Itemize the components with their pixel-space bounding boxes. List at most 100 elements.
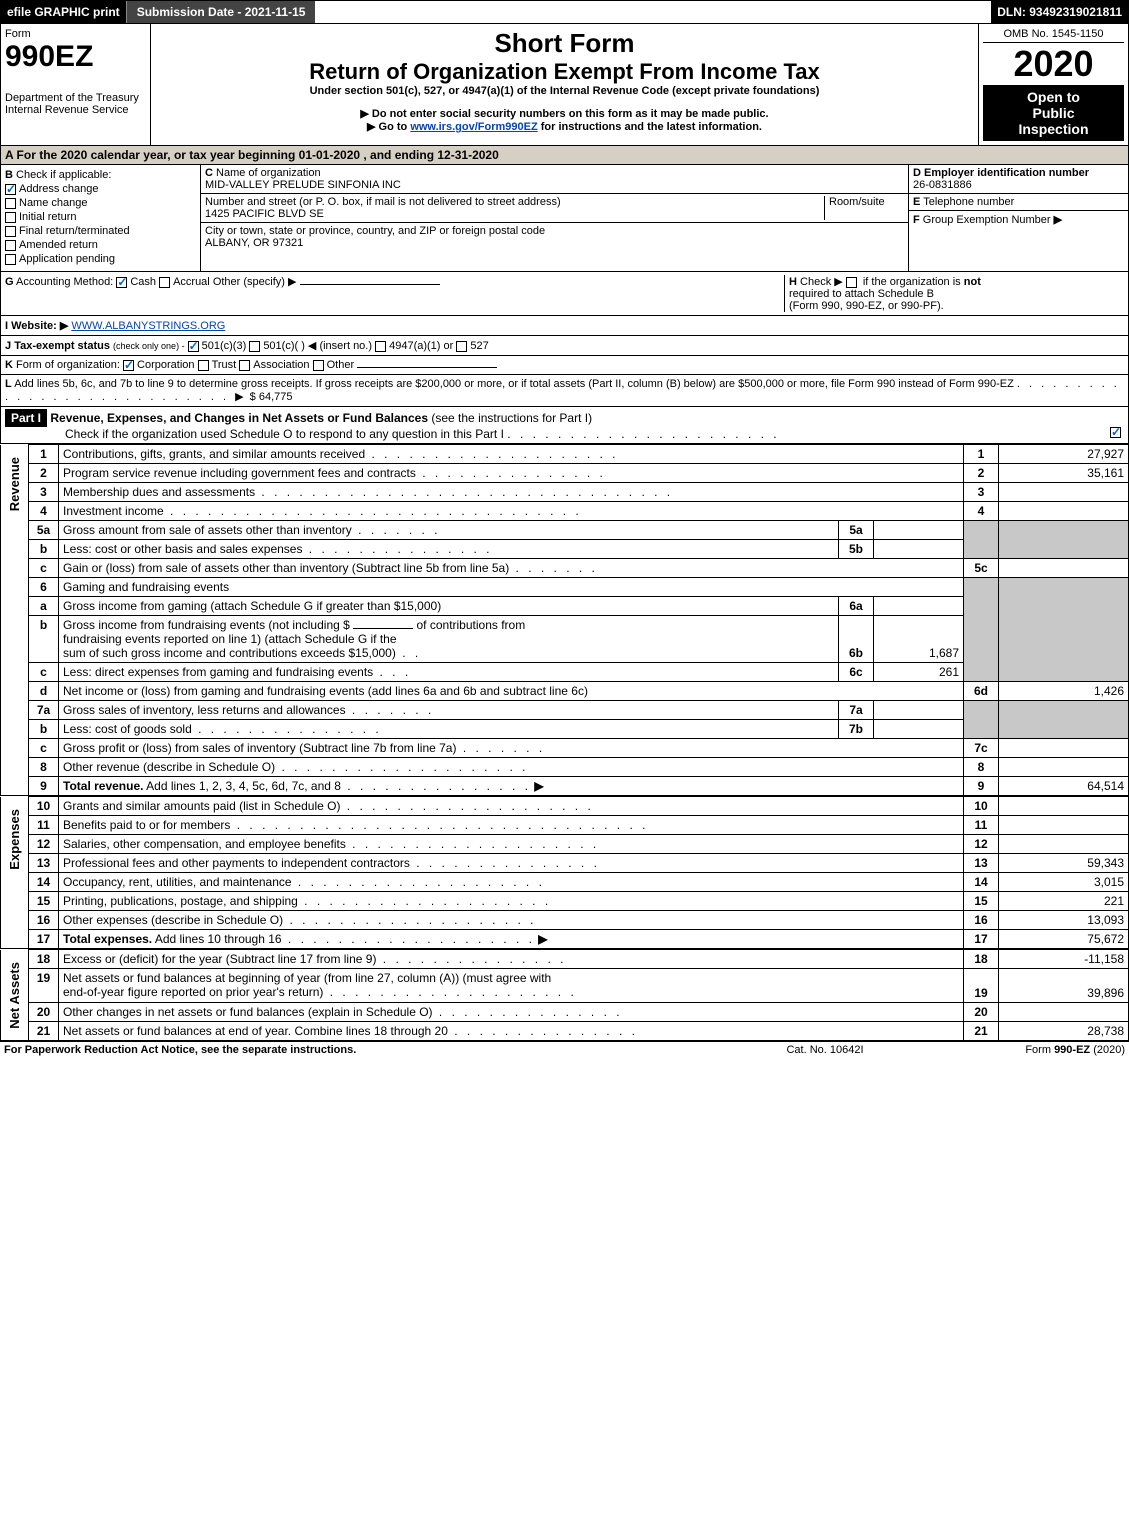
line6c-sub: 6c — [839, 663, 874, 682]
checkbox-501c[interactable] — [249, 341, 260, 352]
line17-dots: . . . . . . . . . . . . . . . . . . . . — [282, 932, 535, 946]
checkbox-amended[interactable] — [5, 240, 16, 251]
note-goto: ▶ Go to www.irs.gov/Form990EZ for instru… — [159, 120, 970, 133]
line9-col: 9 — [964, 777, 999, 796]
subtitle: Under section 501(c), 527, or 4947(a)(1)… — [159, 85, 970, 97]
line12-dots: . . . . . . . . . . . . . . . . . . . . — [346, 837, 599, 851]
checkbox-501c3[interactable] — [188, 341, 199, 352]
inspection-box: Open to Public Inspection — [983, 85, 1124, 141]
check-if-applicable: Check if applicable: — [16, 169, 111, 181]
ein: 26-0831886 — [913, 179, 972, 191]
checkbox-address-change[interactable] — [5, 184, 16, 195]
part1-check-note: Check if the organization used Schedule … — [65, 427, 504, 441]
checkbox-cash[interactable] — [116, 277, 127, 288]
opt-527: 527 — [470, 340, 488, 352]
line6a-subval — [874, 597, 964, 616]
row-i: I Website: ▶ WWW.ALBANYSTRINGS.ORG — [0, 316, 1129, 336]
line8-num: 8 — [29, 758, 59, 777]
line7a-desc: Gross sales of inventory, less returns a… — [59, 701, 839, 720]
header-left: Form 990EZ Department of the Treasury In… — [1, 24, 151, 145]
line18-col: 18 — [964, 950, 999, 969]
accrual-label: Accrual — [173, 276, 210, 288]
checkbox-name-change[interactable] — [5, 198, 16, 209]
row-k: K Form of organization: Corporation Trus… — [0, 356, 1129, 375]
netassets-vertical-label: Net Assets — [5, 952, 24, 1039]
section-f-label: F — [913, 214, 920, 226]
acct-method-label: Accounting Method: — [16, 276, 113, 288]
revenue-vertical-label: Revenue — [5, 447, 24, 521]
checkbox-trust[interactable] — [198, 360, 209, 371]
line5c-desc: Gain or (loss) from sale of assets other… — [59, 559, 964, 578]
line8-val — [999, 758, 1129, 777]
line5c-num: c — [29, 559, 59, 578]
checkbox-corporation[interactable] — [123, 360, 134, 371]
section-b: B Check if applicable: Address change Na… — [1, 165, 201, 271]
line21-dots: . . . . . . . . . . . . . . . — [448, 1024, 638, 1038]
checkbox-other-org[interactable] — [313, 360, 324, 371]
checkbox-association[interactable] — [239, 360, 250, 371]
checkbox-initial-return[interactable] — [5, 212, 16, 223]
line7c-val — [999, 739, 1129, 758]
line17-arrow-icon: ▶ — [538, 932, 547, 946]
line20-num: 20 — [29, 1002, 59, 1021]
line16-text: Other expenses (describe in Schedule O) — [63, 913, 283, 927]
line18-desc: Excess or (deficit) for the year (Subtra… — [59, 950, 964, 969]
line13-num: 13 — [29, 854, 59, 873]
line7a-subval — [874, 701, 964, 720]
inspection-line1: Open to — [987, 89, 1120, 105]
irs-link[interactable]: www.irs.gov/Form990EZ — [410, 121, 537, 133]
line11-text: Benefits paid to or for members — [63, 818, 230, 832]
section-g: G Accounting Method: Cash Accrual Other … — [5, 275, 784, 312]
app-pending-label: Application pending — [19, 253, 115, 265]
checkbox-schedule-b-not-req[interactable] — [846, 277, 857, 288]
line6b-text1: Gross income from fundraising events (no… — [63, 618, 350, 632]
line7b-desc: Less: cost of goods sold . . . . . . . .… — [59, 720, 839, 739]
line6c-desc: Less: direct expenses from gaming and fu… — [59, 663, 839, 682]
line8-text: Other revenue (describe in Schedule O) — [63, 760, 275, 774]
dln: DLN: 93492319021811 — [991, 1, 1128, 23]
line9-bold: Total revenue. — [63, 779, 143, 793]
checkbox-final-return[interactable] — [5, 226, 16, 237]
line21-text: Net assets or fund balances at end of ye… — [63, 1024, 448, 1038]
expenses-table: Expenses 10 Grants and similar amounts p… — [0, 796, 1129, 949]
line15-num: 15 — [29, 892, 59, 911]
line6-num: 6 — [29, 578, 59, 597]
checkbox-4947[interactable] — [375, 341, 386, 352]
footer-row: For Paperwork Reduction Act Notice, see … — [0, 1041, 1129, 1058]
grp-arrow: ▶ — [1054, 214, 1062, 226]
line7b-subval — [874, 720, 964, 739]
line21-col: 21 — [964, 1021, 999, 1040]
line1-desc: Contributions, gifts, grants, and simila… — [59, 445, 964, 464]
checkbox-app-pending[interactable] — [5, 254, 16, 265]
inspection-line3: Inspection — [987, 121, 1120, 137]
row-g-h: G Accounting Method: Cash Accrual Other … — [0, 272, 1129, 316]
line20-text: Other changes in net assets or fund bala… — [63, 1005, 433, 1019]
l-amount: $ 64,775 — [250, 391, 293, 403]
checkbox-527[interactable] — [456, 341, 467, 352]
line21-num: 21 — [29, 1021, 59, 1040]
line11-col: 11 — [964, 816, 999, 835]
form-header: Form 990EZ Department of the Treasury In… — [0, 24, 1129, 146]
line7b-dots: . . . . . . . . . . . . . . . — [192, 722, 382, 736]
addr-label: Number and street (or P. O. box, if mail… — [205, 196, 561, 208]
checkbox-accrual[interactable] — [159, 277, 170, 288]
section-e-label: E — [913, 196, 920, 208]
footer-mid: Cat. No. 10642I — [725, 1044, 925, 1056]
line14-val: 3,015 — [999, 873, 1129, 892]
efile-print-label[interactable]: efile GRAPHIC print — [1, 1, 126, 23]
line12-val — [999, 835, 1129, 854]
footer-form: 990-EZ — [1054, 1044, 1090, 1056]
line13-val: 59,343 — [999, 854, 1129, 873]
checkbox-schedule-o[interactable] — [1110, 427, 1121, 438]
line7-shaded-col — [964, 701, 999, 739]
section-h: H Check ▶ if the organization is not req… — [784, 275, 1124, 312]
line1-val: 27,927 — [999, 445, 1129, 464]
line6-shaded-val — [999, 578, 1129, 682]
line15-val: 221 — [999, 892, 1129, 911]
line5b-text: Less: cost or other basis and sales expe… — [63, 542, 302, 556]
netassets-table: Net Assets 18 Excess or (deficit) for th… — [0, 949, 1129, 1041]
line9-num: 9 — [29, 777, 59, 796]
line4-num: 4 — [29, 502, 59, 521]
website-link[interactable]: WWW.ALBANYSTRINGS.ORG — [71, 320, 225, 332]
revenue-table: Revenue 1 Contributions, gifts, grants, … — [0, 444, 1129, 796]
